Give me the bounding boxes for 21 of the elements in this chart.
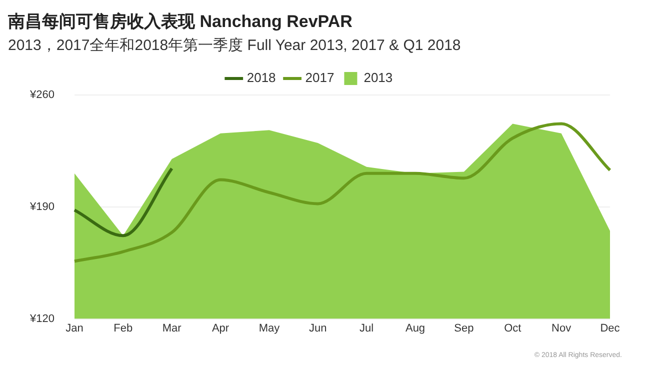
- legend-label: 2017: [305, 70, 334, 86]
- x-tick-label: Oct: [504, 322, 522, 334]
- x-tick-label: Nov: [552, 322, 572, 334]
- x-tick-label: Sep: [454, 322, 474, 334]
- chart-subtitle: 2013，2017全年和2018年第一季度 Full Year 2013, 2017 & Q1 2018: [8, 36, 461, 55]
- y-tick-label: ¥120: [28, 312, 54, 325]
- legend-label: 2018: [246, 70, 276, 86]
- y-tick-label: ¥260: [28, 89, 54, 102]
- x-tick-label: Jul: [360, 322, 374, 334]
- x-tick-label: Jun: [309, 322, 327, 334]
- x-tick-label: May: [258, 322, 280, 334]
- x-tick-label: Jan: [66, 322, 84, 334]
- chart-title: 南昌每间可售房收入表现 Nanchang RevPAR: [8, 11, 352, 33]
- x-tick-label: Aug: [405, 322, 426, 334]
- y-tick-label: ¥190: [28, 200, 54, 213]
- x-tick-label: Feb: [114, 322, 133, 334]
- legend-label: 2013: [364, 70, 393, 86]
- x-tick-label: Mar: [162, 322, 182, 334]
- line-series: [72, 122, 612, 263]
- x-tick-label: Dec: [600, 322, 620, 334]
- x-tick-label: Apr: [212, 322, 230, 334]
